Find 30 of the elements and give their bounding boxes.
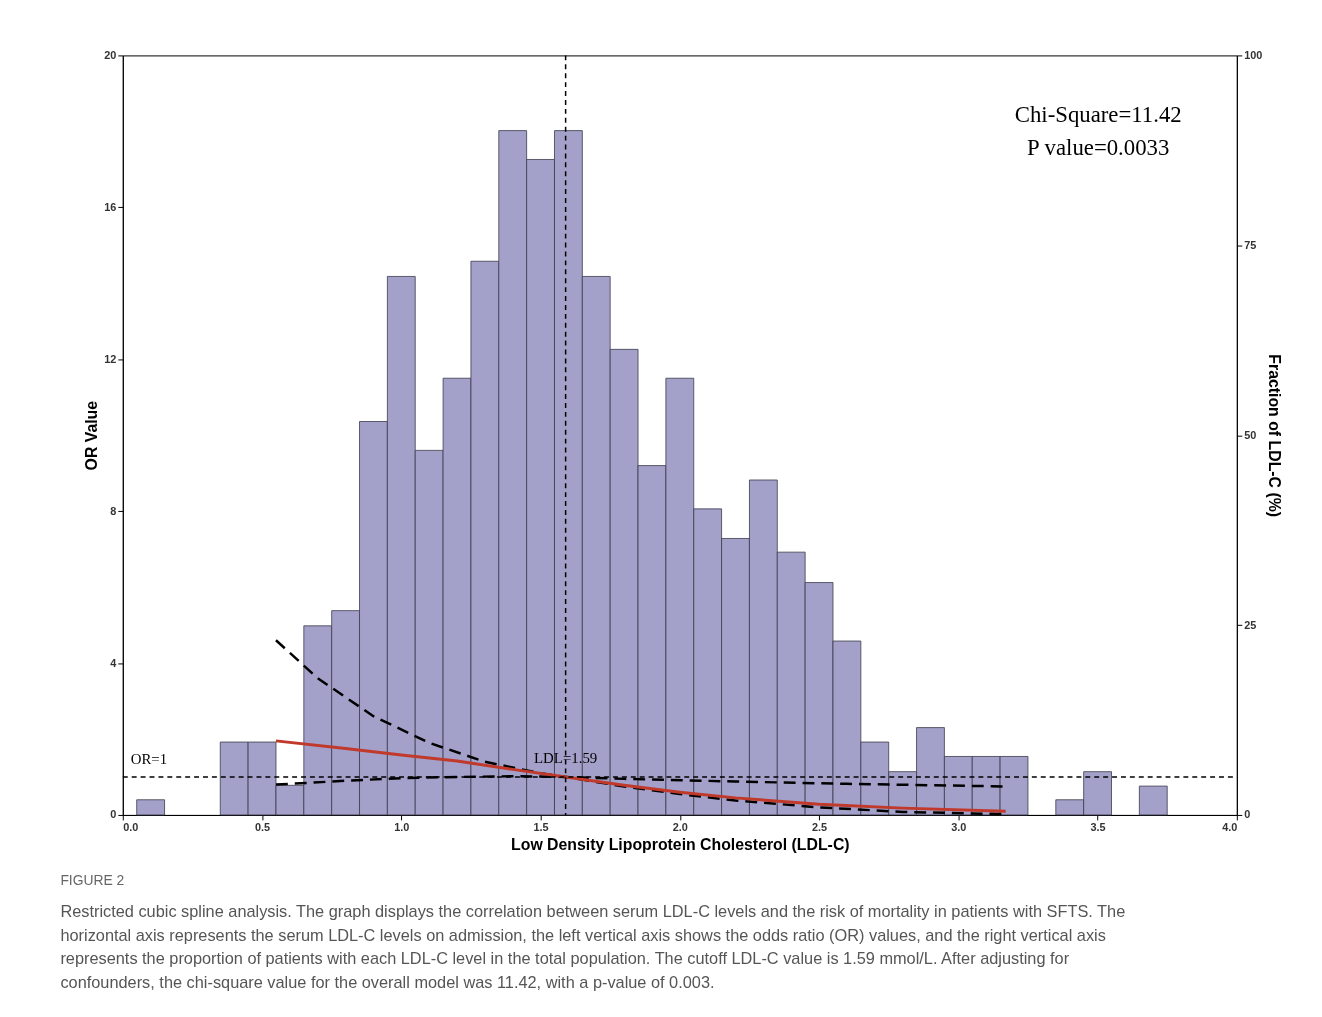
caption: FIGURE 2 (60, 872, 125, 889)
y2-tick-label: 25 (1244, 618, 1257, 631)
line-series (274, 739, 1008, 813)
ref-line-label: LDL=1.59 (534, 750, 598, 767)
x-tick-label: 4.0 (1222, 821, 1238, 834)
y2-tick-label: 75 (1244, 238, 1257, 251)
annotation: P value=0.0033 (1027, 135, 1170, 161)
text: Restricted cubic spline analysis. The graph displays the correlation between serum LDL-C levels and the risk of mortality in patients with SFTS. The horizontal axis represents the serum LDL-C levels on admission, the left vertical axis shows the odds ratio (OR) values, and the right vertical axis represents the proportion of patients with each LDL-C level in the total population. The cutoff LDL-C value is 1.59 mmol/L. After adjusting for confounders, the chi-square value for the overall model was 11.42, with a p-value of 0.003. (60, 901, 1126, 992)
y2-tick-label: 100 (1244, 48, 1263, 61)
x-tick-label: 1.5 (533, 821, 549, 834)
x-tick-label: 1.0 (394, 821, 410, 834)
y2-tick-label: 0 (1244, 808, 1251, 821)
y2-axis-title: Fraction of LDL-C (%) (1266, 354, 1284, 518)
y-tick-label: 8 (110, 504, 117, 517)
y-axis-title: OR Value (83, 400, 101, 471)
y2-tick-label: 50 (1244, 428, 1257, 441)
x-axis-title: Low Density Lipoprotein Cholesterol (LDL-C) (511, 836, 850, 854)
x-tick-label: 2.0 (672, 821, 688, 834)
x-tick-label: 3.0 (951, 821, 967, 834)
y-tick-label: 20 (104, 48, 117, 61)
x-tick-label: 0.5 (254, 821, 271, 834)
ref-line-label: OR=1 (130, 751, 168, 768)
y-tick-label: 4 (110, 656, 117, 669)
annotation: Chi-Square=11.42 (1014, 101, 1182, 127)
x-tick-label: 3.5 (1090, 821, 1106, 834)
y-tick-label: 0 (110, 808, 117, 821)
x-tick-label: 2.5 (812, 821, 828, 834)
x-tick-label: 0.0 (123, 821, 139, 834)
y-tick-label: 12 (104, 352, 117, 365)
y-tick-label: 16 (104, 200, 117, 213)
